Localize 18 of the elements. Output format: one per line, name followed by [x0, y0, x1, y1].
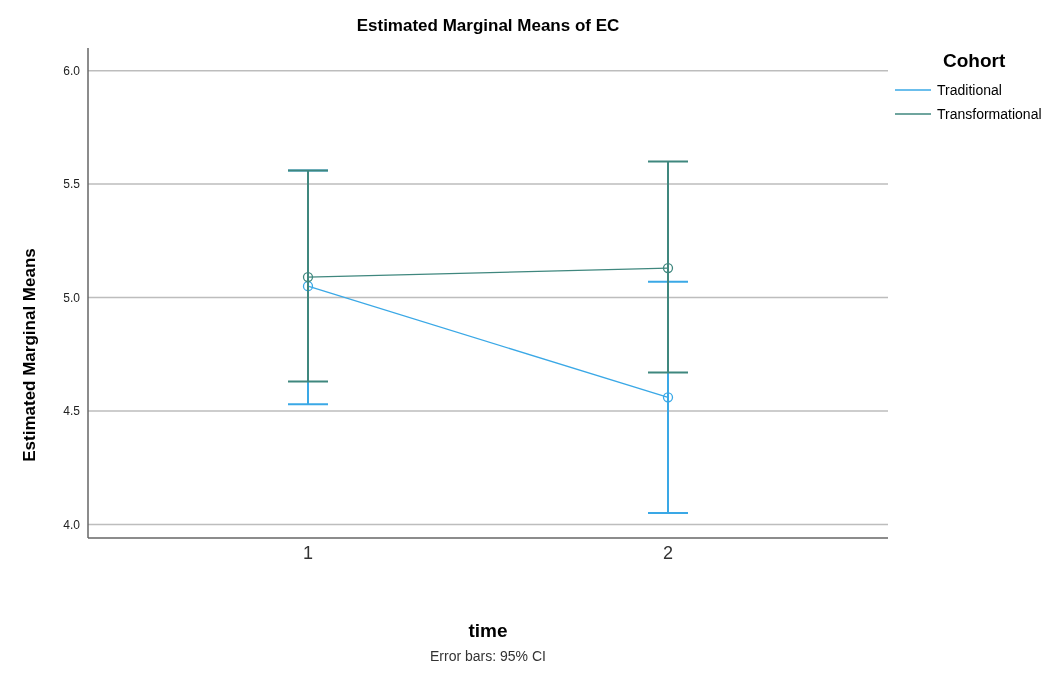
chart-title: Estimated Marginal Means of EC: [355, 16, 621, 36]
x-axis-title: time: [467, 620, 509, 642]
point: [662, 262, 674, 274]
x-tick-label: 1: [302, 542, 314, 563]
y-tick-label: 4.0: [63, 517, 81, 532]
legend-title: Cohort: [943, 50, 1007, 72]
text: Error bars: 95% CI: [429, 648, 547, 664]
x-tick-label: 2: [662, 542, 674, 563]
y-tick-label: 5.5: [63, 177, 81, 192]
legend-label: Transformational: [937, 106, 1042, 122]
point: [302, 271, 314, 283]
y-axis-title: Estimated Marginal Means: [20, 248, 40, 462]
y-tick-label: 4.5: [63, 404, 81, 419]
point: [302, 281, 314, 292]
y-tick-label: 5.0: [63, 290, 81, 305]
legend-label: Traditional: [937, 82, 1002, 98]
y-tick-label: 6.0: [63, 63, 81, 78]
point: [662, 392, 674, 403]
